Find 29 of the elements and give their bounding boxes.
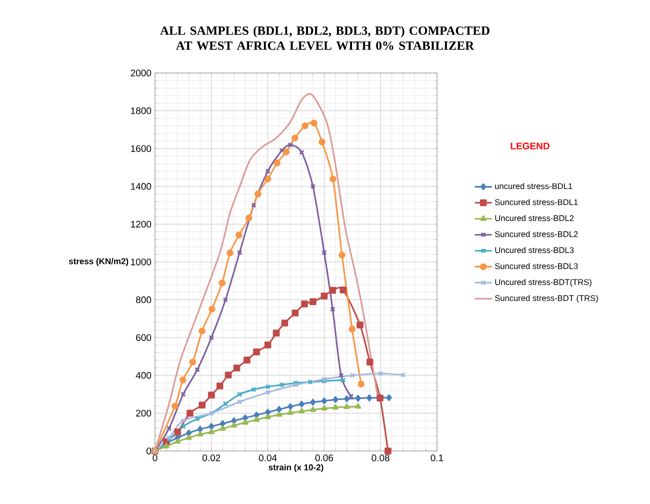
y-tick-label: 200: [136, 410, 152, 417]
x-tick-label: 0.1: [430, 454, 444, 462]
chart-title: ALL SAMPLES (BDL1, BDL2, BDL3, BDT) COMPACTED AT WEST AFRICA LEVEL WITH 0% STABILIZER: [160, 26, 490, 50]
x-axis-title: strain (x 10-2): [268, 464, 324, 472]
y-tick-label: 1000: [131, 258, 152, 266]
x-tick-label: 0.08: [372, 454, 390, 462]
legend-label: Uncured stress-BDL3: [495, 246, 574, 254]
legend-label: Suncured stress-BDL1: [495, 199, 578, 206]
y-tick-label: 2000: [130, 70, 152, 76]
legend-label: Suncured stress-BDL3: [495, 262, 578, 270]
legend-label: Uncured stress-BDT(TRS): [495, 278, 592, 287]
y-tick-label: 400: [136, 372, 152, 379]
x-tick-label: 0.06: [315, 454, 334, 462]
y-tick-label: 1800: [131, 107, 152, 114]
x-tick-label: 0.02: [202, 454, 220, 462]
y-axis-title: stress (KN/m2): [68, 258, 128, 266]
y-tick-label: 600: [136, 334, 152, 341]
x-tick-label: 0: [152, 454, 158, 462]
y-tick-label: 800: [136, 296, 152, 304]
legend-label: uncured stress-BDL1: [495, 183, 572, 190]
legend-title: LEGEND: [510, 142, 550, 150]
y-tick-label: 1200: [131, 220, 152, 228]
legend-label: Uncured stress-BDL2: [495, 214, 574, 222]
x-tick-label: 0.04: [258, 454, 277, 462]
legend-label: Suncured stress-BDT (TRS): [495, 294, 598, 303]
legend-label: Suncured stress-BDL2: [495, 230, 578, 238]
y-tick-label: 1400: [131, 183, 152, 190]
y-tick-label: 1600: [131, 145, 152, 152]
y-tick-label: 0: [146, 448, 152, 454]
